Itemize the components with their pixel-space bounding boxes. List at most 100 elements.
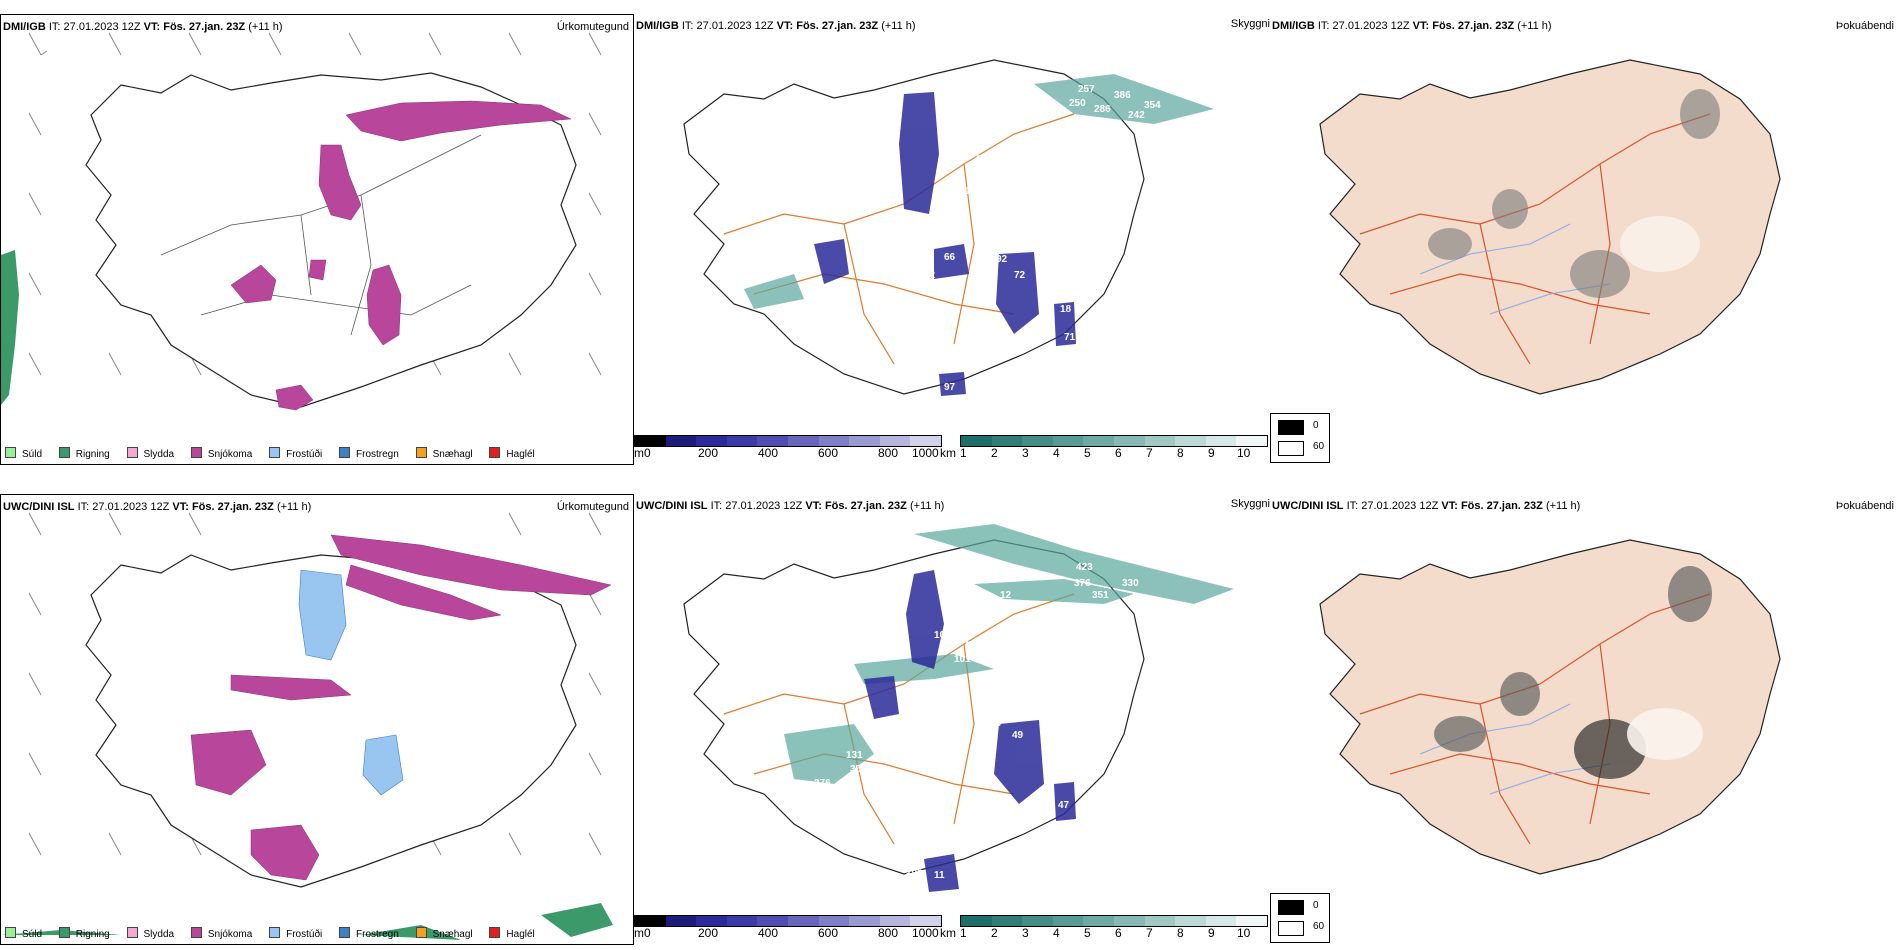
fog-key-label: 60 [1313,441,1325,452]
height-tick: 800 [878,926,899,940]
height-tick: 1000 [912,446,939,460]
height-tick: 200 [698,926,719,940]
cloud-label: 242 [1128,110,1145,121]
valid-label: VT: [172,501,189,513]
panel-header: DMI/IGB IT: 27.01.2023 12Z VT: Fös. 27.j… [1272,20,1552,32]
model-name: UWC/DINI ISL [636,500,708,512]
legend-item-drizzle: Súld [5,927,42,940]
model-name: DMI/IGB [636,20,679,32]
visibility-tick: 4 [1053,446,1060,460]
cloud-label: 358 [850,764,867,775]
cloud-label: 330 [1122,578,1139,589]
freezing-areas [298,569,404,796]
panel-header: UWC/DINI ISL IT: 27.01.2023 12Z VT: Fös.… [1272,500,1580,512]
cloud-map [683,524,1234,892]
cloud-label: 101 [954,654,971,665]
cloud-label: 11 [934,870,945,881]
legend-swatch [58,927,70,938]
visibility-tick: 2 [991,926,998,940]
low-cloud-areas [814,92,1076,396]
legend-swatch [190,927,202,938]
cloud-label: 86 [892,716,904,727]
legend-swatch [415,447,427,458]
precip-type-panel: DMI/IGB IT: 27.01.2023 12Z VT: Fös. 27.j… [0,14,634,465]
cloud-label: 257 [1078,84,1095,95]
legend-swatch [5,927,16,938]
roads [1359,113,1711,365]
fog-key-swatch [1278,921,1304,936]
legend-swatch [5,447,16,458]
legend-swatch [489,447,501,458]
visibility-tick: 3 [1022,446,1029,460]
panel-header: UWC/DINI ISL IT: 27.01.2023 12Z VT: Fös.… [636,500,944,512]
valid-time: Fös. 27.jan. 23Z [796,20,879,32]
visibility-tick: 3 [1022,926,1029,940]
cloud-label: 351 [1092,590,1109,601]
legend-item-hail: Haglél [489,447,535,460]
low-cloud-areas [864,570,1076,892]
visibility-tick: 5 [1084,926,1091,940]
visibility-tick: 2 [991,446,998,460]
valid-time: Fös. 27.jan. 23Z [163,21,246,33]
legend-item-sleet: Slydda [126,447,174,460]
cloud-label: 103 [890,256,907,267]
visibility-unit: km [940,926,956,940]
visibility-tick: 6 [1115,926,1122,940]
visibility-tick: 9 [1208,926,1215,940]
legend-item-rain: Rigning [58,447,110,460]
valid-time: Fös. 27.jan. 23Z [1460,500,1543,512]
init-label: IT: [77,501,90,513]
iceland-outline [85,72,577,408]
fog-key-label: 0 [1313,900,1319,911]
visibility-tick: 9 [1208,446,1215,460]
cloud-label: 92 [996,254,1008,265]
precip-legend: Súld Rigning Slydda Snjókoma Frostúði Fr… [5,927,549,943]
fog-shading [1428,89,1720,298]
cloud-panel-title: Skyggni [1230,498,1270,510]
visibility-colorbar [960,435,1268,447]
height-tick: 600 [818,446,839,460]
fog-key-label: 60 [1313,921,1325,932]
height-colorbar [634,915,942,927]
fog-key: 0 60 [1270,893,1330,943]
row-dmi: DMI/IGB IT: 27.01.2023 12Z VT: Fös. 27.j… [0,0,1900,470]
iceland-outline [1319,59,1781,395]
cloud-label: 97 [944,382,956,393]
cloud-label: 12 [924,270,936,281]
init-label: IT: [48,21,61,33]
init-time: 27.01.2023 12Z [696,20,774,32]
cloud-label: 286 [1094,104,1111,115]
iceland-outline [1319,539,1781,875]
cloud-areas [744,74,1214,309]
visibility-tick: 8 [1177,926,1184,940]
rain-edge [1,250,19,405]
panel-header: DMI/IGB IT: 27.01.2023 12Z VT: Fös. 27.j… [636,20,916,32]
cloud-label: 386 [1114,90,1131,101]
lead-time: (+11 h) [1545,500,1581,512]
cloud-label: 12 [1000,590,1012,601]
cloud-label: 66 [944,252,956,263]
precip-map [1,32,602,411]
panel-header: UWC/DINI ISL IT: 27.01.2023 12Z VT: Fös.… [3,501,311,513]
cloud-label: 56 [948,146,960,157]
height-tick: 400 [758,446,779,460]
cloud-panel-title: Skyggni [1230,18,1270,30]
legend-item-snow: Snjókoma [190,927,252,940]
legend-item-sleet: Slydda [126,927,174,940]
lead-time: (+11 h) [1517,20,1552,32]
iceland-outline [85,552,577,888]
cloud-label: 40 [870,270,882,281]
fog-panel-title: Þokuábendi [1835,20,1894,32]
cloud-label: 47 [1058,800,1070,811]
fog-key-swatch [1278,420,1304,435]
cloud-visibility-panel: DMI/IGB IT: 27.01.2023 12Z VT: Fös. 27.j… [634,14,1272,465]
cloud-label: 354 [1144,100,1161,111]
legend-swatch [126,447,138,458]
visibility-tick: 8 [1177,446,1184,460]
legend-item-snow-pellets: Snæhagl [415,927,473,940]
fog-map [1319,59,1781,395]
legend-swatch [489,927,501,938]
cloud-label: 152 [912,848,929,859]
visibility-unit: km [940,446,956,460]
height-unit: m [634,926,644,940]
